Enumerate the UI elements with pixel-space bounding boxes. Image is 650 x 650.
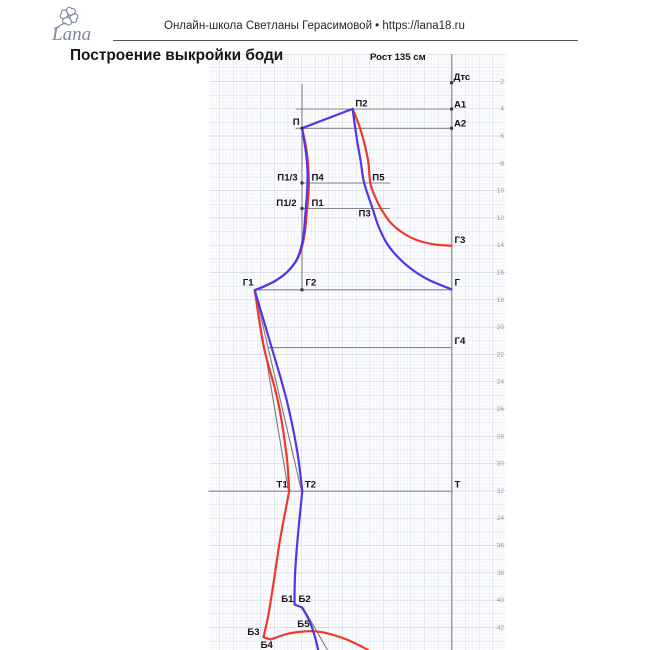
svg-text:6: 6: [500, 133, 504, 140]
svg-text:Б4: Б4: [261, 640, 274, 650]
svg-text:Г1: Г1: [243, 277, 254, 288]
svg-text:Б3: Б3: [247, 627, 259, 638]
svg-text:26: 26: [497, 406, 505, 413]
svg-text:А2: А2: [454, 119, 466, 130]
svg-text:42: 42: [497, 624, 505, 631]
svg-text:Т1: Т1: [277, 480, 289, 491]
svg-text:32: 32: [497, 488, 505, 495]
svg-text:Б1: Б1: [281, 594, 294, 605]
svg-text:36: 36: [497, 543, 505, 550]
svg-text:П3: П3: [359, 208, 371, 219]
svg-text:Г: Г: [455, 277, 461, 288]
svg-text:18: 18: [497, 297, 505, 304]
svg-text:40: 40: [497, 597, 505, 604]
svg-text:Т: Т: [455, 480, 461, 491]
svg-text:30: 30: [497, 461, 505, 468]
svg-text:П1/3: П1/3: [277, 172, 297, 183]
svg-text:24: 24: [497, 379, 505, 386]
svg-text:10: 10: [497, 188, 505, 195]
svg-text:П2: П2: [355, 98, 367, 109]
svg-text:38: 38: [497, 570, 505, 577]
svg-text:Г2: Г2: [306, 277, 317, 288]
svg-text:Б2: Б2: [299, 594, 311, 605]
svg-text:П5: П5: [372, 172, 385, 183]
svg-text:34: 34: [497, 515, 505, 522]
svg-text:А1: А1: [454, 99, 467, 110]
svg-text:П1/2: П1/2: [276, 198, 296, 209]
svg-text:14: 14: [497, 242, 505, 249]
svg-text:П4: П4: [312, 172, 325, 183]
svg-text:12: 12: [497, 215, 505, 222]
svg-text:16: 16: [497, 270, 505, 277]
svg-text:8: 8: [500, 160, 504, 167]
svg-text:П1: П1: [312, 198, 325, 209]
svg-text:Дтс: Дтс: [454, 72, 471, 83]
svg-text:2: 2: [500, 78, 504, 85]
svg-text:20: 20: [497, 324, 505, 331]
svg-text:4: 4: [500, 106, 504, 113]
svg-text:28: 28: [497, 433, 505, 440]
svg-text:Г3: Г3: [455, 235, 466, 246]
svg-text:Б5: Б5: [297, 619, 310, 630]
svg-text:Т2: Т2: [305, 480, 316, 491]
svg-text:Г4: Г4: [455, 336, 466, 347]
svg-text:22: 22: [497, 351, 505, 358]
svg-text:П: П: [293, 117, 300, 128]
